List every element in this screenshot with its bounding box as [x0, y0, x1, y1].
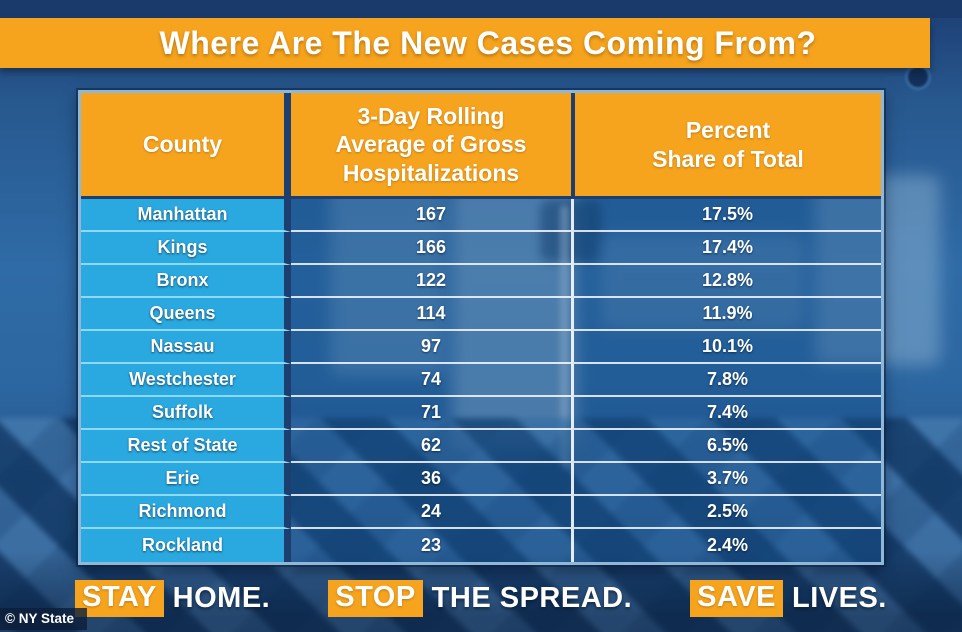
county-cell: Westchester [81, 364, 291, 397]
ny-state-watermark: © NY State [0, 608, 87, 630]
avg-cell: 62 [291, 430, 571, 463]
tagline-rest-lives: LIVES. [791, 582, 887, 614]
tagline-highlight-save: SAVE [690, 580, 783, 617]
avg-cell: 167 [291, 199, 571, 232]
pct-cell: 2.4% [571, 529, 881, 562]
photo-shape-curtain-right [815, 175, 940, 365]
cases-table: County 3-Day Rolling Average of Gross Ho… [78, 90, 884, 565]
tagline-stay-home: STAY HOME. [75, 580, 270, 617]
pct-cell: 2.5% [571, 496, 881, 529]
tagline-stop-the-spread: STOP THE SPREAD. [328, 580, 632, 617]
county-cell: Rest of State [81, 430, 291, 463]
title-banner: Where Are The New Cases Coming From? [0, 18, 930, 68]
avg-cell: 24 [291, 496, 571, 529]
pct-cell: 17.5% [571, 199, 881, 232]
avg-cell: 71 [291, 397, 571, 430]
pct-cell: 7.4% [571, 397, 881, 430]
photo-shape-curtain-left [330, 165, 445, 375]
column-header-hospitalizations: 3-Day Rolling Average of Gross Hospitali… [291, 93, 571, 199]
county-cell: Bronx [81, 265, 291, 298]
avg-cell: 97 [291, 331, 571, 364]
county-cell: Queens [81, 298, 291, 331]
column-header-county: County [81, 93, 291, 199]
tagline-highlight-stop: STOP [328, 580, 423, 617]
county-cell: Suffolk [81, 397, 291, 430]
pct-cell: 17.4% [571, 232, 881, 265]
slide-title: Where Are The New Cases Coming From? [159, 24, 817, 61]
column-header-percent-share: Percent Share of Total [571, 93, 881, 199]
photo-shape-bed [600, 235, 805, 330]
pct-cell: 6.5% [571, 430, 881, 463]
pct-cell: 7.8% [571, 364, 881, 397]
county-cell: Nassau [81, 331, 291, 364]
pct-cell: 3.7% [571, 463, 881, 496]
county-cell: Manhattan [81, 199, 291, 232]
pct-cell: 10.1% [571, 331, 881, 364]
county-cell: Rockland [81, 529, 291, 562]
county-cell: Richmond [81, 496, 291, 529]
county-cell: Erie [81, 463, 291, 496]
photo-shape-iv-pole [560, 205, 569, 470]
avg-cell: 36 [291, 463, 571, 496]
tagline-highlight-stay: STAY [75, 580, 164, 617]
top-navy-strip [0, 0, 962, 18]
tagline: STAY HOME. STOP THE SPREAD. SAVE LIVES. [0, 580, 962, 617]
avg-cell: 166 [291, 232, 571, 265]
avg-cell: 23 [291, 529, 571, 562]
tagline-rest-home: HOME. [172, 582, 271, 614]
avg-cell: 74 [291, 364, 571, 397]
avg-cell: 114 [291, 298, 571, 331]
tagline-rest-the-spread: THE SPREAD. [431, 582, 633, 614]
tagline-save-lives: SAVE LIVES. [690, 580, 887, 617]
avg-cell: 122 [291, 265, 571, 298]
pct-cell: 12.8% [571, 265, 881, 298]
pct-cell: 11.9% [571, 298, 881, 331]
county-cell: Kings [81, 232, 291, 265]
